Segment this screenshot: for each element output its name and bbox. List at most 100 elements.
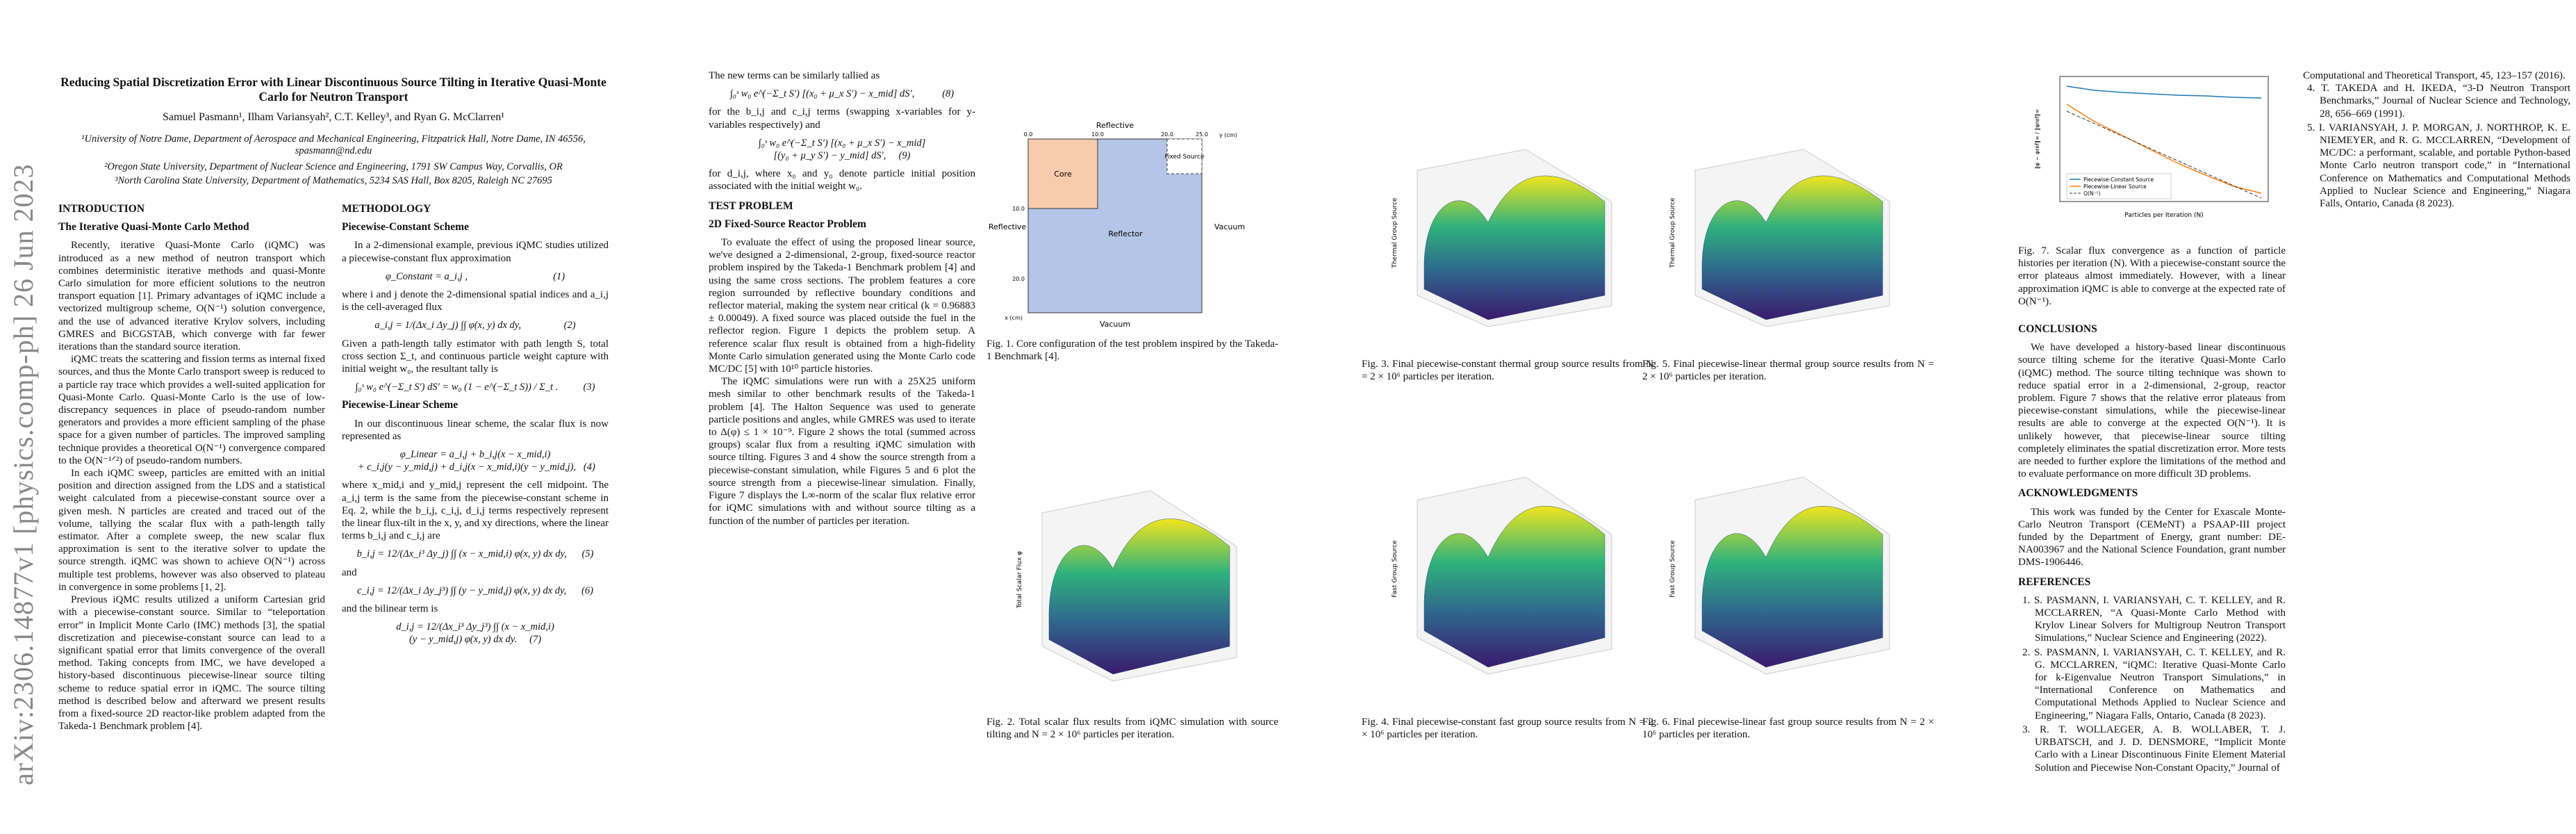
paragraph: In our discontinuous linear scheme, the … <box>342 418 609 442</box>
equation: c_i,j = 12/(Δx_i Δy_j³) ∫∫ (y − y_mid,j)… <box>357 584 593 596</box>
heading: ACKNOWLEDGMENTS <box>2018 487 2138 500</box>
tick: 10.0 <box>1091 131 1104 138</box>
paragraph: Previous iQMC results utilized a uniform… <box>58 594 325 733</box>
heading: TEST PROBLEM <box>709 199 793 212</box>
axis-label: y (cm) <box>1219 132 1237 138</box>
legend <box>2066 173 2172 199</box>
heading: The Iterative Quasi-Monte Carlo Method <box>58 221 249 234</box>
equation: d_i,j = 12/(Δx_i³ Δy_j³) ∫∫ (x − x_mid,i… <box>396 621 554 646</box>
x-axis-label: Particles per Iteration (N) <box>2124 212 2203 219</box>
surface-plot: Total Scalar Flux φ <box>1016 490 1237 682</box>
paragraph: where i and j denote the 2-dimensional s… <box>342 289 609 313</box>
z-axis-label: Thermal Group Source <box>1392 197 1398 269</box>
paragraph: The iQMC simulations were run with a 25X… <box>709 376 975 527</box>
z-axis-label: Fast Group Source <box>1392 540 1398 598</box>
core-region <box>1027 138 1098 209</box>
text-column: The new terms can be similarly tallied a… <box>709 70 975 820</box>
figure-caption: Fig. 2. Total scalar flux results from i… <box>986 717 1278 741</box>
figure-caption: Fig. 1. Core configuration of the test p… <box>986 338 1278 363</box>
heading: METHODOLOGY <box>342 203 431 215</box>
surface <box>1423 175 1605 320</box>
figure-caption: Fig. 5. Final piecewise-linear thermal g… <box>1642 359 1934 383</box>
label: Reflective <box>989 222 1027 231</box>
authors: Samuel Pasmann¹, Ilham Variansyah², C.T.… <box>162 111 505 123</box>
z-axis-label: Thermal Group Source <box>1669 197 1676 269</box>
equation: ∫₀ˢ w₀ e^(−Σ_t S′) [(x₀ + μ_x S′) − x_mi… <box>729 88 955 100</box>
figure-caption: Fig. 6. Final piecewise-linear fast grou… <box>1642 717 1934 741</box>
tick: 25.0 <box>1196 131 1208 138</box>
heading: Piecewise-Linear Scheme <box>342 399 459 411</box>
reference: 4. T. TAKEDA and H. IKEDA, “3-D Neutron … <box>2307 83 2570 120</box>
paragraph: The new terms can be similarly tallied a… <box>709 70 880 81</box>
heading: Piecewise-Constant Scheme <box>342 221 469 234</box>
equation: φ_Linear = a_i,j + b_i,j(x − x_mid,i) + … <box>357 449 595 473</box>
affiliation: ¹University of Notre Dame, Department of… <box>81 133 586 156</box>
tick: 0.0 <box>1024 131 1033 138</box>
paragraph: where x_mid,i and y_mid,j represent the … <box>342 480 609 542</box>
paragraph: and <box>342 566 357 578</box>
tick: 20.0 <box>1012 276 1025 282</box>
text-column: INTRODUCTION The Iterative Quasi-Monte Ca… <box>58 196 325 821</box>
label: Fixed Source <box>1164 154 1205 161</box>
equation: φ_Constant = a_i,j , (1) <box>385 270 565 282</box>
reference: 3. R. T. WOLLAEGER, A. B. WOLLABER, T. J… <box>2022 723 2286 774</box>
text-column: METHODOLOGY Piecewise-Constant Scheme In a… <box>342 196 609 821</box>
paragraph: and the bilinear term is <box>342 603 438 615</box>
paper-title: Reducing Spatial Discretization Error wi… <box>60 75 606 104</box>
surface <box>1701 175 1883 320</box>
label: Reflector <box>1108 229 1143 238</box>
z-axis-label: Fast Group Source <box>1669 540 1676 598</box>
reference: 5. I. VARIANSYAH, J. P. MORGAN, J. NORTH… <box>2307 122 2570 210</box>
z-axis-label: Total Scalar Flux φ <box>1016 551 1023 609</box>
affiliation: ³North Carolina State University, Depart… <box>115 175 552 186</box>
tick: 20.0 <box>1161 131 1173 138</box>
reference-line <box>2066 111 2262 199</box>
reference: 2. S. PASMANN, I. VARIANSYAH, C. T. KELL… <box>2022 646 2286 721</box>
paragraph: We have developed a history-based linear… <box>2018 342 2286 480</box>
paragraph: This work was funded by the Center for E… <box>2018 506 2286 569</box>
figure-caption: Fig. 7. Scalar flux convergence as a fun… <box>2018 245 2286 307</box>
surface <box>1701 506 1883 668</box>
reference: Computational and Theoretical Transport,… <box>2303 70 2566 81</box>
label: Vacuum <box>1214 222 1245 231</box>
legend-label: Piecewise-Constant Source <box>2083 177 2154 183</box>
tick: 10.0 <box>1012 206 1025 212</box>
label: Reflective <box>1096 121 1134 130</box>
figure-7: Piecewise-Constant Source Piecewise-Line… <box>2034 76 2269 219</box>
surface-plot: Thermal Group Source <box>1392 149 1612 327</box>
surface-plot: Fast Group Source <box>1392 476 1612 675</box>
equation: b_i,j = 12/(Δx_i³ Δy_j) ∫∫ (x − x_mid,i)… <box>356 548 594 560</box>
legend-label: O(N⁻¹) <box>2083 190 2100 197</box>
label: Vacuum <box>1100 320 1130 329</box>
figure-caption: Fig. 4. Final piecewise-constant fast gr… <box>1362 717 1653 741</box>
reference: 1. S. PASMANN, I. VARIANSYAH, C. T. KELL… <box>2022 594 2286 644</box>
label: Core <box>1054 170 1072 179</box>
heading: CONCLUSIONS <box>2018 323 2097 335</box>
paragraph: Recently, iterative Quasi-Monte Carlo (i… <box>58 240 325 353</box>
paragraph: Given a path-length tally estimator with… <box>342 338 609 375</box>
equation: ∫₀ˢ w₀ e^(−Σ_t S′) dS′ = w₀ (1 − e^(−Σ_t… <box>355 382 595 393</box>
linear-line <box>2066 104 2262 194</box>
arxiv-stamp: arXiv:2306.14877v1 [physics.comp-ph] 26 … <box>8 163 39 785</box>
surface-plot: Thermal Group Source <box>1669 149 1890 327</box>
paragraph: for d_i,j, where x₀ and y₀ denote partic… <box>709 168 975 193</box>
heading: REFERENCES <box>2018 575 2091 588</box>
source-region <box>1166 138 1203 174</box>
constant-line <box>2066 85 2262 99</box>
paragraph: iQMC treats the scattering and fission t… <box>58 354 325 466</box>
figure-1: Reflective Reflective Vacuum Vacuum Core… <box>989 121 1245 329</box>
paragraph: In a 2-dimensional example, previous iQM… <box>342 240 609 264</box>
heading: 2D Fixed-Source Reactor Problem <box>709 218 866 230</box>
text-column: CONCLUSIONS We have developed a history-b… <box>2018 316 2286 817</box>
paragraph: In each iQMC sweep, particles are emitte… <box>58 468 325 593</box>
y-axis-label: ‖φ − φref‖∞ / ‖φref‖∞ <box>2034 109 2040 169</box>
surface-plot: Fast Group Source <box>1669 476 1890 675</box>
text-column: Computational and Theoretical Transport,… <box>2303 70 2570 417</box>
axis-label: x (cm) <box>1005 315 1023 321</box>
figure-caption: Fig. 3. Final piecewise-constant thermal… <box>1362 359 1653 383</box>
equation: a_i,j = 1/(Δx_i Δy_j) ∫∫ φ(x, y) dx dy, … <box>374 320 576 332</box>
equation: ∫₀ˢ w₀ e^(−Σ_t S′) [(x₀ + μ_x S′) − x_mi… <box>758 137 926 162</box>
surface <box>1048 518 1230 675</box>
